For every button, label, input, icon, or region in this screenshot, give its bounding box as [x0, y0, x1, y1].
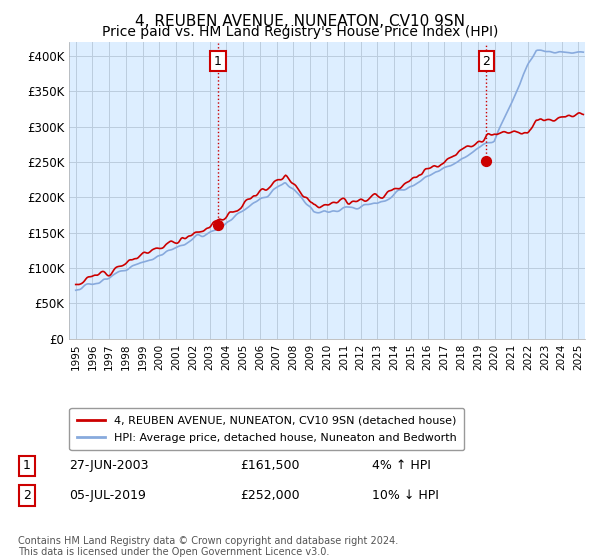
Text: 2: 2 — [23, 489, 31, 502]
Text: 05-JUL-2019: 05-JUL-2019 — [69, 489, 146, 502]
Point — [213, 220, 223, 229]
Text: £252,000: £252,000 — [240, 489, 299, 502]
Text: 2: 2 — [482, 54, 490, 68]
Text: £161,500: £161,500 — [240, 459, 299, 473]
Text: 1: 1 — [23, 459, 31, 473]
Text: 1: 1 — [214, 54, 222, 68]
Text: Contains HM Land Registry data © Crown copyright and database right 2024.
This d: Contains HM Land Registry data © Crown c… — [18, 535, 398, 557]
Text: 27-JUN-2003: 27-JUN-2003 — [69, 459, 149, 473]
Text: 10% ↓ HPI: 10% ↓ HPI — [372, 489, 439, 502]
Text: 4, REUBEN AVENUE, NUNEATON, CV10 9SN: 4, REUBEN AVENUE, NUNEATON, CV10 9SN — [135, 14, 465, 29]
Legend: 4, REUBEN AVENUE, NUNEATON, CV10 9SN (detached house), HPI: Average price, detac: 4, REUBEN AVENUE, NUNEATON, CV10 9SN (de… — [70, 408, 464, 450]
Text: 4% ↑ HPI: 4% ↑ HPI — [372, 459, 431, 473]
Point — [482, 156, 491, 165]
Text: Price paid vs. HM Land Registry's House Price Index (HPI): Price paid vs. HM Land Registry's House … — [102, 25, 498, 39]
